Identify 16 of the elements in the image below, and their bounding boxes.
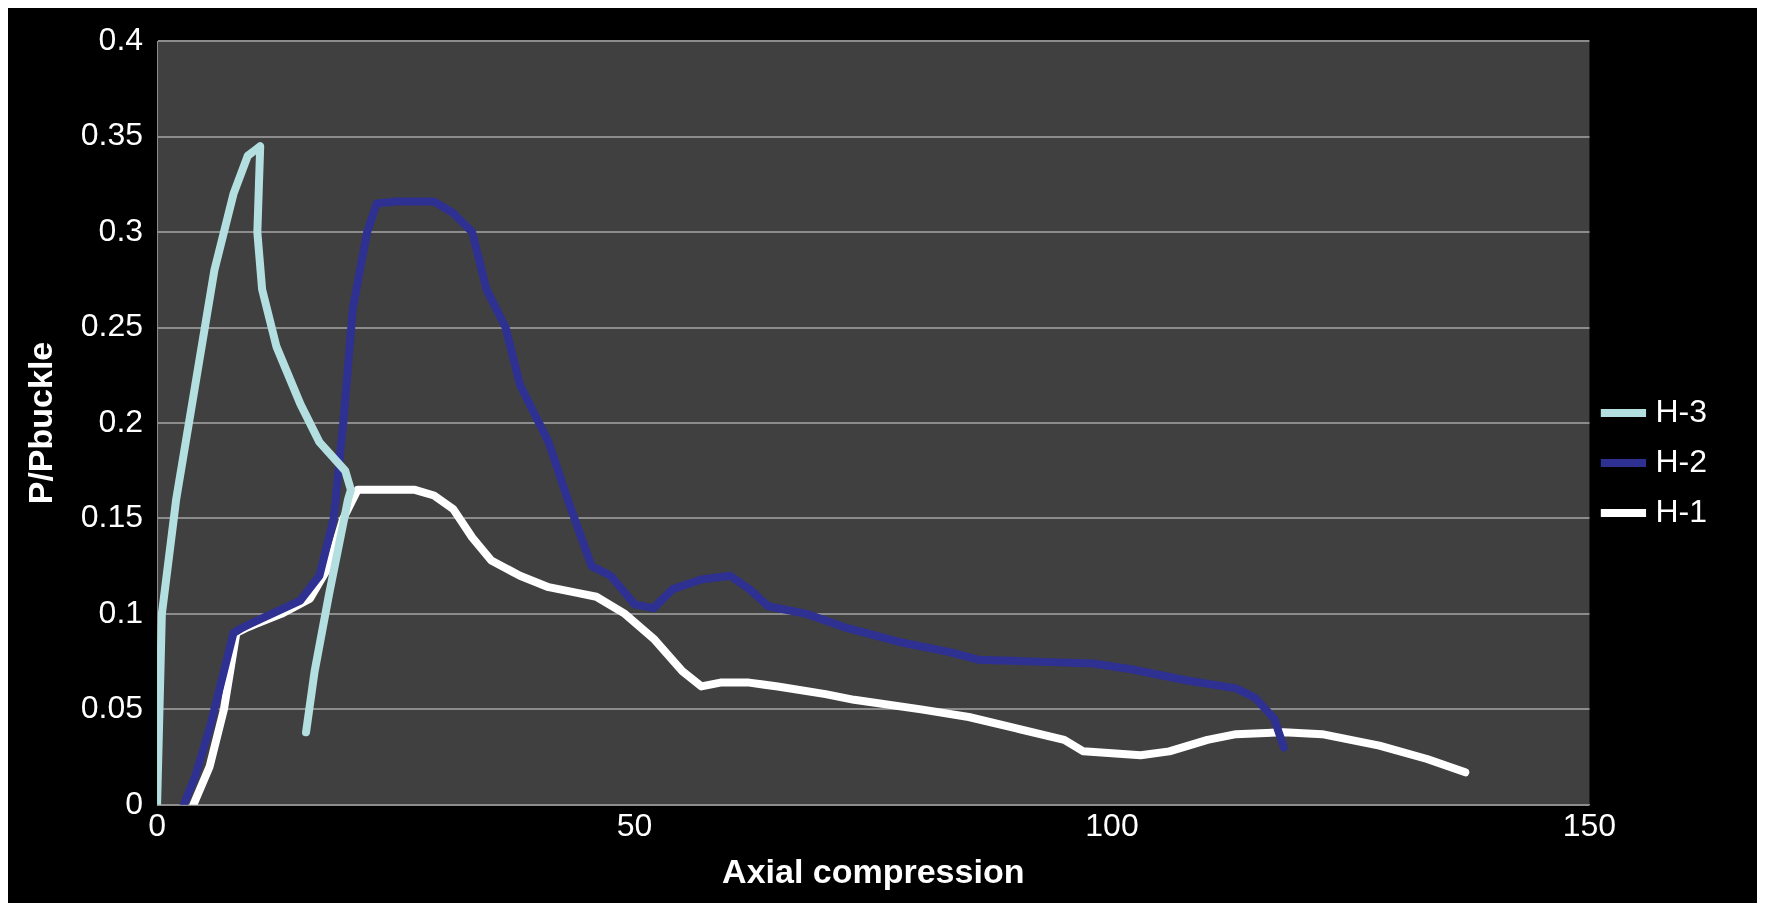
y-tick-label: 0.25 [80, 307, 144, 344]
x-tick-label: 100 [1085, 806, 1139, 843]
y-tick-label: 0.2 [98, 402, 144, 439]
legend-label: H-2 [1655, 442, 1707, 479]
y-tick-label: 0.15 [80, 498, 144, 535]
y-tick-label: 0.1 [98, 593, 144, 630]
x-tick-label: 150 [1562, 806, 1617, 843]
y-tick-label: 0.3 [98, 211, 144, 248]
y-tick-label: 0.35 [80, 116, 144, 153]
x-tick-label: 50 [616, 806, 653, 843]
x-axis-title: Axial compression [722, 851, 1025, 890]
y-axis-title: P/Pbuckle [20, 341, 59, 505]
y-tick-label: 0.4 [98, 21, 144, 58]
y-tick-label: 0.05 [80, 689, 144, 726]
legend-label: H-3 [1655, 392, 1707, 429]
legend-label: H-1 [1655, 492, 1707, 529]
